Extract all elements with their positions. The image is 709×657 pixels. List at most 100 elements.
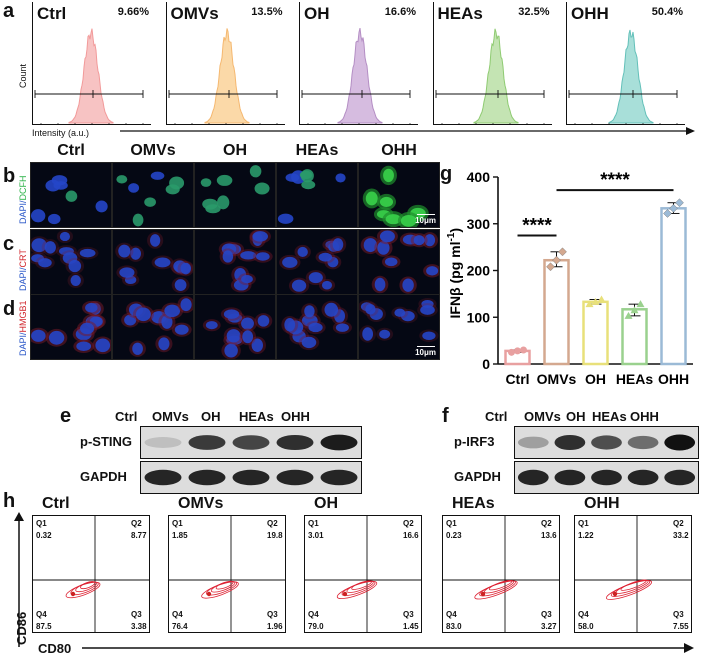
scale-bar-line: [417, 345, 435, 347]
flow-histogram-plot: [568, 29, 678, 124]
microscopy-column-label: OHH: [381, 142, 417, 159]
quadrant-value-q1: 0.32: [36, 531, 52, 540]
quadrant-label-q3: Q3: [673, 610, 684, 619]
y-tick-label: 400: [467, 169, 491, 185]
wb-band: [664, 434, 696, 451]
quadrant-label-q3: Q3: [131, 610, 142, 619]
wb-column-label: HEAs: [592, 409, 627, 424]
wb-band: [320, 434, 358, 451]
wb-band: [232, 435, 270, 450]
flow-ylabel: Count: [18, 63, 28, 88]
panel-letter-h: h: [3, 490, 16, 512]
quadrant-value-q1: 1.22: [578, 531, 594, 540]
facs-contour: [620, 579, 647, 591]
flow-histogram-oh: OH 16.6%: [299, 2, 418, 125]
quadrant-label-q2: Q2: [541, 519, 552, 528]
wb-band: [188, 469, 226, 486]
wb-row-label: GAPDH: [80, 469, 127, 484]
micro-tile-r1-c3: [276, 229, 358, 295]
quadrant-value-q3: 1.45: [403, 622, 419, 631]
facs-contour: [351, 580, 372, 590]
data-point: [508, 348, 515, 356]
quadrant-label-q2: Q2: [403, 519, 414, 528]
flow-histogram-curve: [68, 28, 114, 124]
significance-label: ****: [522, 215, 552, 236]
flow-histogram-curve: [204, 28, 249, 124]
quadrant-value-q4: 76.4: [172, 622, 188, 631]
wb-row-label: p-IRF3: [454, 434, 495, 449]
y-tick-label: 0: [482, 356, 490, 372]
wb-band: [591, 469, 622, 486]
facs-ylabel: CD86: [14, 611, 29, 645]
x-tick-label: OH: [585, 371, 606, 387]
panel-letter-e: e: [60, 405, 72, 427]
quadrant-value-q3: 1.96: [267, 622, 283, 631]
data-point: [546, 262, 555, 272]
data-point: [669, 203, 678, 213]
panel-letter-d: d: [3, 298, 16, 320]
quadrant-label-q4: Q4: [308, 610, 319, 619]
microscopy-column-label: OMVs: [130, 142, 176, 159]
wb-band-box: [514, 461, 699, 494]
micro-tile-r2-c1: [112, 294, 194, 360]
wb-column-label: HEAs: [239, 409, 274, 424]
panel-letter-c: c: [3, 233, 15, 255]
microscopy-stain-label: DAPI/HMGB1: [18, 300, 28, 356]
stain-marker: CRT: [18, 249, 28, 268]
y-tick-label: 200: [467, 263, 491, 279]
wb-band-box: [140, 461, 362, 494]
microscopy-column-label: HEAs: [295, 142, 339, 159]
x-tick-label: OHH: [658, 371, 689, 387]
bar-oh: [582, 300, 609, 366]
facs-contour: [80, 581, 96, 590]
facs-x-arrow: [82, 643, 694, 653]
quadrant-value-q1: 0.23: [446, 531, 462, 540]
stain-marker: DCFH: [18, 175, 28, 201]
quadrant-label-q2: Q2: [673, 519, 684, 528]
flow-histogram-curve: [337, 27, 383, 124]
stain-marker: HMGB1: [18, 300, 28, 333]
data-point: [520, 346, 527, 354]
panel-letter-g: g: [440, 163, 453, 185]
quadrant-value-q2: 33.2: [673, 531, 689, 540]
facs-group-title: OH: [314, 495, 338, 512]
flow-group-title: Ctrl: [37, 4, 67, 23]
data-point: [675, 198, 684, 208]
facs-group-title: OMVs: [178, 495, 224, 512]
flow-histogram-plot: [435, 28, 544, 124]
wb-column-label: OH: [201, 409, 221, 424]
wb-band: [517, 469, 549, 486]
data-point: [624, 311, 633, 319]
wb-band: [554, 434, 586, 451]
facs-contour: [488, 579, 513, 591]
wb-column-label: OMVs: [152, 409, 189, 424]
facs-plot-oh: Q1 3.01 Q2 16.6 Q4 79.0 Q3 1.45: [304, 515, 422, 633]
quadrant-value-q1: 3.01: [308, 531, 324, 540]
quadrant-value-q3: 3.38: [131, 622, 147, 631]
quadrant-value-q3: 3.27: [541, 622, 557, 631]
data-point: [663, 209, 672, 218]
y-tick-label: 100: [467, 309, 491, 325]
facs-contour: [336, 581, 378, 599]
micro-tile-r0-c0: [30, 162, 112, 228]
micro-tile-r1-c2: [194, 229, 276, 295]
wb-band-box: [140, 426, 362, 459]
wb-row-label: GAPDH: [454, 469, 501, 484]
ifnb-bar-chart: 0 100 200 300 400 IFNβ (pg ml-1) Ctrl OMVs OH HEA…: [446, 169, 693, 387]
wb-band: [188, 435, 226, 450]
flow-histogram-heas: HEAs 32.5%: [432, 2, 552, 125]
quadrant-label-q4: Q4: [578, 610, 589, 619]
quadrant-label-q3: Q3: [403, 610, 414, 619]
micro-tile-r2-c4: 10μm: [358, 294, 440, 360]
quadrant-value-q3: 7.55: [673, 622, 689, 631]
quadrant-label-q4: Q4: [36, 610, 47, 619]
flow-xlabel: Intensity (a.u.): [32, 128, 90, 138]
wb-band: [517, 436, 549, 449]
flow-histogram-ctrl: Ctrl 9.66%: [32, 2, 151, 125]
wb-band: [664, 469, 696, 486]
wb-band: [627, 469, 659, 486]
wb-band: [232, 469, 270, 486]
wb-band: [276, 434, 314, 451]
quadrant-value-q2: 8.77: [131, 531, 147, 540]
wb-band-box: [514, 426, 699, 459]
